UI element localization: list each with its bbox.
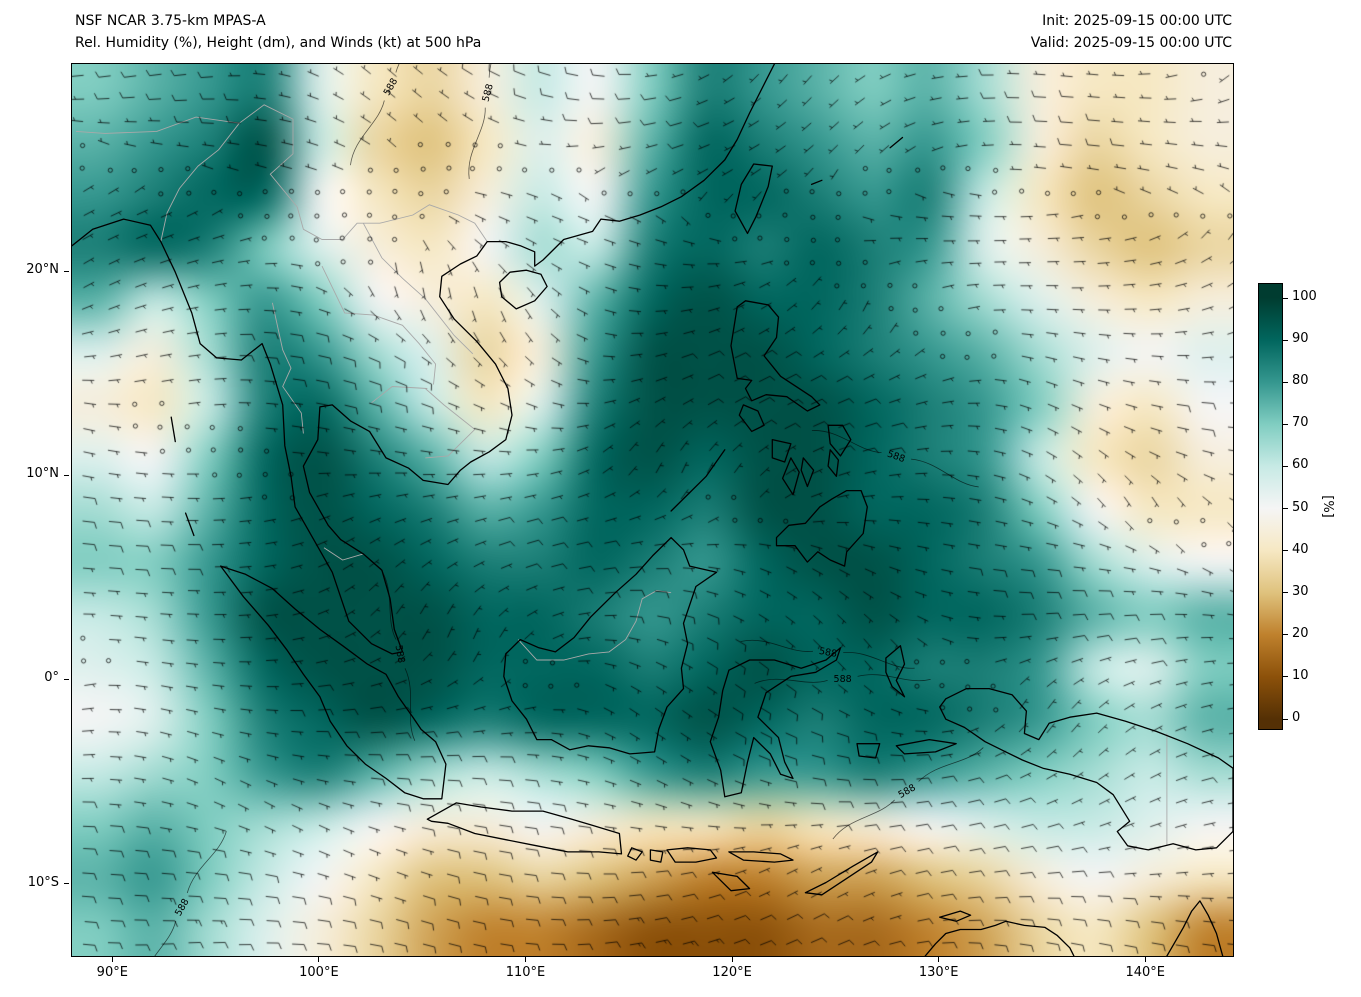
x-tick-mark (1144, 957, 1146, 962)
colorbar-tick-label: 50 (1292, 499, 1309, 515)
x-tick-mark (731, 957, 733, 962)
x-tick-label: 100°E (299, 965, 339, 980)
colorbar-tick-mark (1283, 676, 1288, 678)
colorbar-tick-mark (1283, 592, 1288, 594)
colorbar-tick-mark (1283, 634, 1288, 636)
colorbar-tick-mark (1283, 297, 1288, 299)
colorbar-tick-mark (1283, 550, 1288, 552)
x-tick-label: 140°E (1125, 965, 1165, 980)
colorbar-tick-label: 70 (1292, 415, 1309, 431)
x-tick-mark (938, 957, 940, 962)
y-tick-mark (64, 270, 69, 272)
plot-title-block: NSF NCAR 3.75-km MPAS-A Rel. Humidity (%… (75, 10, 481, 54)
colorbar-unit-label: [%] (1319, 495, 1335, 518)
colorbar (1258, 283, 1283, 730)
colorbar-tick-label: 60 (1292, 457, 1309, 473)
x-tick-label: 90°E (96, 965, 128, 980)
x-tick-mark (111, 957, 113, 962)
colorbar-tick-mark (1283, 381, 1288, 383)
colorbar-tick-label: 20 (1292, 625, 1309, 641)
model-name: NSF NCAR 3.75-km MPAS-A (75, 13, 266, 29)
wind-barbs-canvas (72, 64, 1233, 956)
y-tick-label: 0° (44, 670, 59, 686)
colorbar-tick-label: 10 (1292, 667, 1309, 683)
map-area: 588588588588588588588588 (71, 63, 1234, 957)
y-tick-label: 20°N (26, 262, 59, 278)
init-time: Init: 2025-09-15 00:00 UTC (1042, 13, 1232, 29)
y-tick-label: 10°S (27, 874, 59, 890)
colorbar-tick-mark (1283, 339, 1288, 341)
y-tick-label: 10°N (26, 466, 59, 482)
x-tick-mark (524, 957, 526, 962)
x-tick-mark (318, 957, 320, 962)
plot-subtitle: Rel. Humidity (%), Height (dm), and Wind… (75, 35, 482, 51)
colorbar-tick-mark (1283, 718, 1288, 720)
x-tick-label: 120°E (712, 965, 752, 980)
colorbar-tick-label: 30 (1292, 583, 1309, 599)
y-tick-mark (64, 474, 69, 476)
colorbar-tick-label: 0 (1292, 710, 1301, 725)
time-block: Init: 2025-09-15 00:00 UTC Valid: 2025-0… (1031, 10, 1232, 54)
colorbar-tick-label: 90 (1292, 331, 1309, 347)
valid-time: Valid: 2025-09-15 00:00 UTC (1030, 35, 1232, 51)
colorbar-tick-label: 80 (1292, 373, 1309, 389)
y-tick-mark (64, 678, 69, 680)
colorbar-tick-label: 40 (1292, 541, 1309, 557)
x-tick-label: 130°E (918, 965, 959, 980)
x-tick-label: 110°E (505, 965, 546, 980)
colorbar-tick-mark (1283, 508, 1288, 509)
colorbar-tick-mark (1283, 465, 1288, 467)
colorbar-tick-label: 100 (1292, 289, 1317, 304)
colorbar-tick-mark (1283, 423, 1288, 425)
y-tick-mark (64, 883, 69, 885)
